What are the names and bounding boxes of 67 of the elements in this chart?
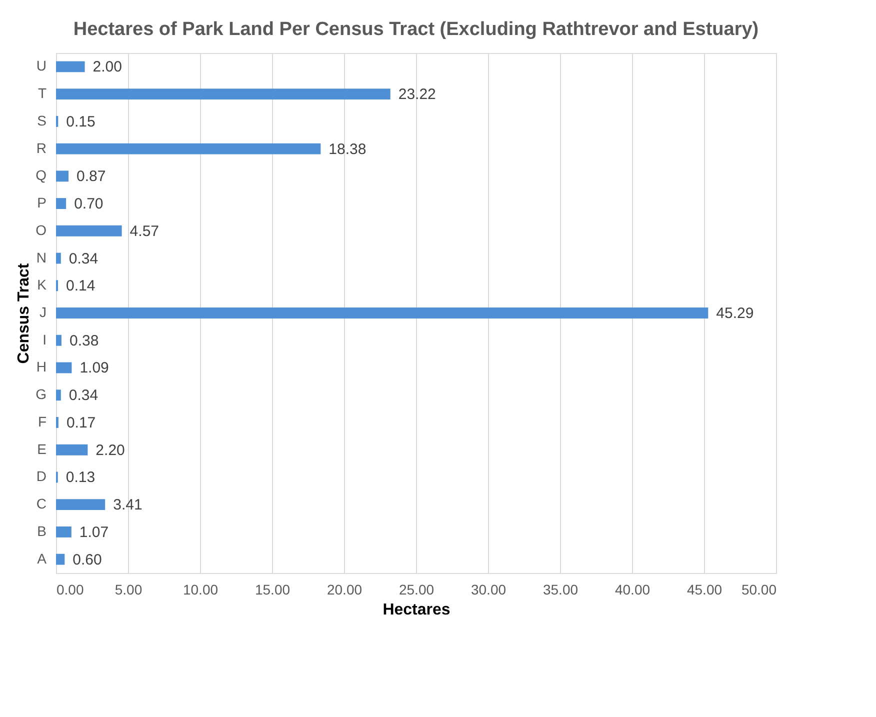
data-label: 3.41 [113,496,142,514]
y-tick-label: N [36,249,46,266]
y-tick-label: P [37,194,46,211]
y-tick-label: I [42,331,46,348]
x-axis-title: Hectares [382,602,450,618]
data-label: 0.15 [66,113,96,130]
data-label: 0.13 [66,469,96,486]
x-tick-label: 10.00 [182,582,218,598]
y-tick-label: E [37,440,46,457]
data-label: 23.22 [398,86,436,104]
y-tick-label: T [38,85,47,102]
data-label: 0.38 [69,332,99,350]
y-tick-label: K [37,276,48,293]
data-label: 2.20 [96,442,125,459]
y-tick-label: H [36,358,46,375]
chart-title: Hectares of Park Land Per Census Tract (Excluding Rathtrevor and Estuary) [73,19,759,40]
x-tick-label: 30.00 [470,582,506,598]
y-tick-label: R [36,140,46,156]
bar [56,143,321,154]
y-tick-label: D [36,468,46,484]
y-tick-label: B [37,522,46,539]
bar [56,88,390,100]
x-tick-label: 25.00 [398,582,434,598]
x-tick-label: 50.00 [741,582,777,598]
bar [56,362,72,374]
x-tick-label: 5.00 [114,582,142,598]
data-label: 0.14 [66,278,96,295]
bar [56,308,708,318]
y-tick-label: C [36,496,46,512]
y-tick-label: Q [36,167,47,184]
y-tick-label: J [40,304,46,320]
data-label: 2.00 [92,58,122,76]
data-label: 1.09 [80,360,109,377]
data-label: 45.29 [716,305,754,322]
data-label: 0.34 [68,387,98,404]
x-tick-label: 40.00 [614,582,650,598]
bar [56,554,65,565]
bar [56,61,85,72]
y-tick-label: G [36,386,46,402]
x-tick-label: 45.00 [686,582,722,598]
bar [56,444,88,456]
y-axis-title: Census Tract [16,262,33,364]
x-tick-label: 20.00 [326,582,362,598]
data-label: 1.07 [79,524,109,541]
bar [56,170,69,182]
data-label: 0.87 [76,168,106,186]
bar [56,225,122,236]
data-label: 0.60 [72,551,102,568]
y-tick-label: O [36,222,47,238]
data-label: 18.38 [328,140,366,158]
bar [56,526,72,538]
bar [56,390,61,401]
data-label: 0.34 [68,250,98,268]
y-tick-label: U [36,58,46,74]
bar [56,252,61,264]
bar [56,499,106,510]
data-label: 4.57 [130,222,160,240]
x-tick-label: 0.00 [56,582,84,598]
bar [56,198,66,209]
y-tick-label: A [37,550,48,566]
data-label: 0.17 [66,414,96,432]
y-tick-label: S [37,112,46,128]
y-tick-label: F [38,413,46,430]
x-tick-label: 35.00 [542,582,578,598]
x-tick-label: 15.00 [254,582,290,598]
data-label: 0.70 [74,196,104,213]
bar [56,334,62,346]
